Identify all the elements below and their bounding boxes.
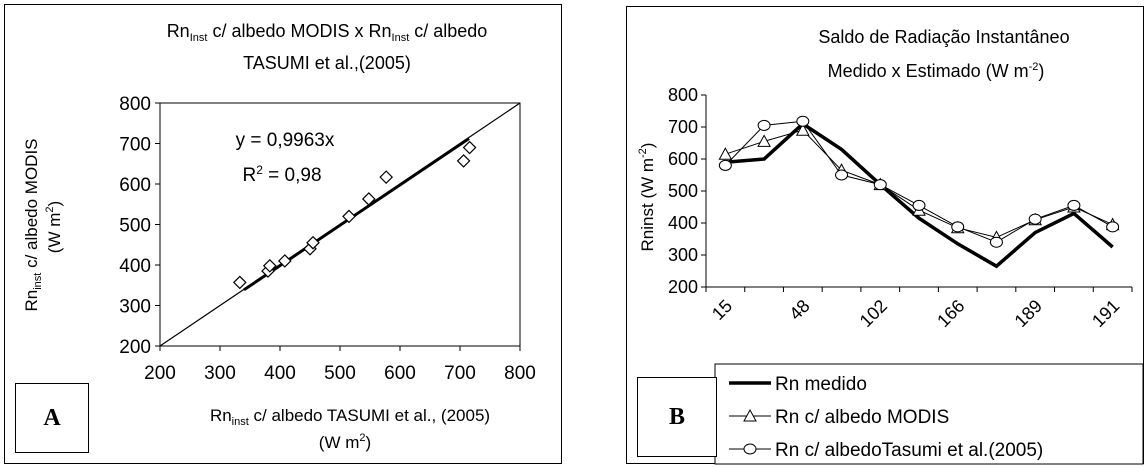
y-axis-label-line1: Rninst c/ albedo MODIS [22,138,44,311]
y-tick-label: 500 [119,216,151,237]
y-tick-label: 300 [668,245,698,265]
legend-entry-label: Rn c/ albedo MODIS [775,407,949,428]
data-point-triangle [795,123,810,136]
y-tick-label: 300 [119,297,151,318]
x-tick-label: 191 [1088,296,1123,331]
x-tick-label: 800 [504,363,536,384]
line-chart-svg: Saldo de Radiação Instantâneo Medido x Es… [637,27,1144,465]
x-tick-label: 189 [1011,296,1046,331]
chart-title-line2: TASUMI et al.,(2005) [243,53,411,73]
data-point-diamond [379,170,394,184]
x-axis-label-line2: (W m2) [319,432,371,452]
y-tick-label: 500 [668,181,698,201]
panel-label-b: B [637,377,717,457]
y-tick-label: 800 [668,85,698,105]
y-tick-label: 400 [119,256,151,277]
trendline-equation: y = 0,9963x [236,130,335,151]
legend-entry-label: Rn medido [775,374,867,395]
legend-entry-label: Rn c/ albedoTasumi et al.(2005) [775,440,1043,461]
chart-panel-b: Saldo de Radiação Instantâneo Medido x Es… [626,6,1144,465]
legend-box [714,363,1144,465]
data-point-diamond [232,275,247,290]
series-line [725,121,1114,269]
x-tick-label: 48 [785,296,813,324]
x-tick-label: 166 [933,296,968,331]
y-tick-label: 200 [119,337,151,358]
chart-title-line2: Medido x Estimado (W m-2) [828,61,1045,81]
data-point-diamond [462,140,477,155]
data-point-circle [718,159,732,171]
y-tick-label: 200 [668,277,698,297]
chart-title-line1: RnInst c/ albedo MODIS x RnInst c/ albed… [167,21,488,44]
data-point-circle [757,119,771,131]
x-tick-label: 300 [204,363,236,384]
scatter-chart-svg: RnInst c/ albedo MODIS x RnInst c/ albed… [22,21,536,452]
legend-marker-circle [743,443,757,455]
data-point-circle [912,199,926,211]
y-axis-label: Rninst (W m-2) [637,143,657,252]
data-point-diamond [342,209,356,224]
x-tick-label: 200 [144,363,176,384]
x-tick-label: 700 [444,363,476,384]
y-tick-label: 400 [668,213,698,233]
data-point-circle [873,179,887,191]
data-point-circle [1106,221,1120,233]
data-point-triangle [718,147,733,160]
data-point-diamond [262,258,277,273]
legend-marker-triangle [743,408,757,422]
trendline [243,137,470,292]
y-axis-label-line2: (W m2) [44,201,64,253]
data-point-diamond [306,235,320,250]
data-point-triangle [757,134,771,147]
r-squared-label: R2 = 0,98 [242,163,321,186]
data-point-diamond [456,154,471,168]
x-tick-label: 600 [384,363,416,384]
panel-label-a: A [15,383,89,453]
data-point-circle [835,169,849,181]
data-point-circle [951,221,965,233]
x-tick-label: 500 [324,363,356,384]
data-point-diamond [361,192,376,206]
chart-title-line1: Saldo de Radiação Instantâneo [818,27,1069,47]
y-tick-label: 600 [119,175,151,196]
chart-panel-a: RnInst c/ albedo MODIS x RnInst c/ albed… [4,4,562,464]
data-point-diamond [277,254,292,268]
y-tick-label: 700 [119,135,151,156]
data-point-circle [796,115,810,127]
y-tick-label: 800 [119,94,151,115]
data-point-circle [1028,213,1042,225]
data-point-circle [989,236,1003,248]
x-tick-label: 102 [856,296,891,331]
y-tick-label: 600 [668,149,698,169]
y-tick-label: 700 [668,117,698,137]
x-tick-label: 15 [708,296,736,324]
x-tick-label: 400 [264,363,296,384]
data-point-circle [1067,199,1081,211]
x-axis-label-line1: Rninst c/ albedo TASUMI et al., (2005) [210,406,490,428]
